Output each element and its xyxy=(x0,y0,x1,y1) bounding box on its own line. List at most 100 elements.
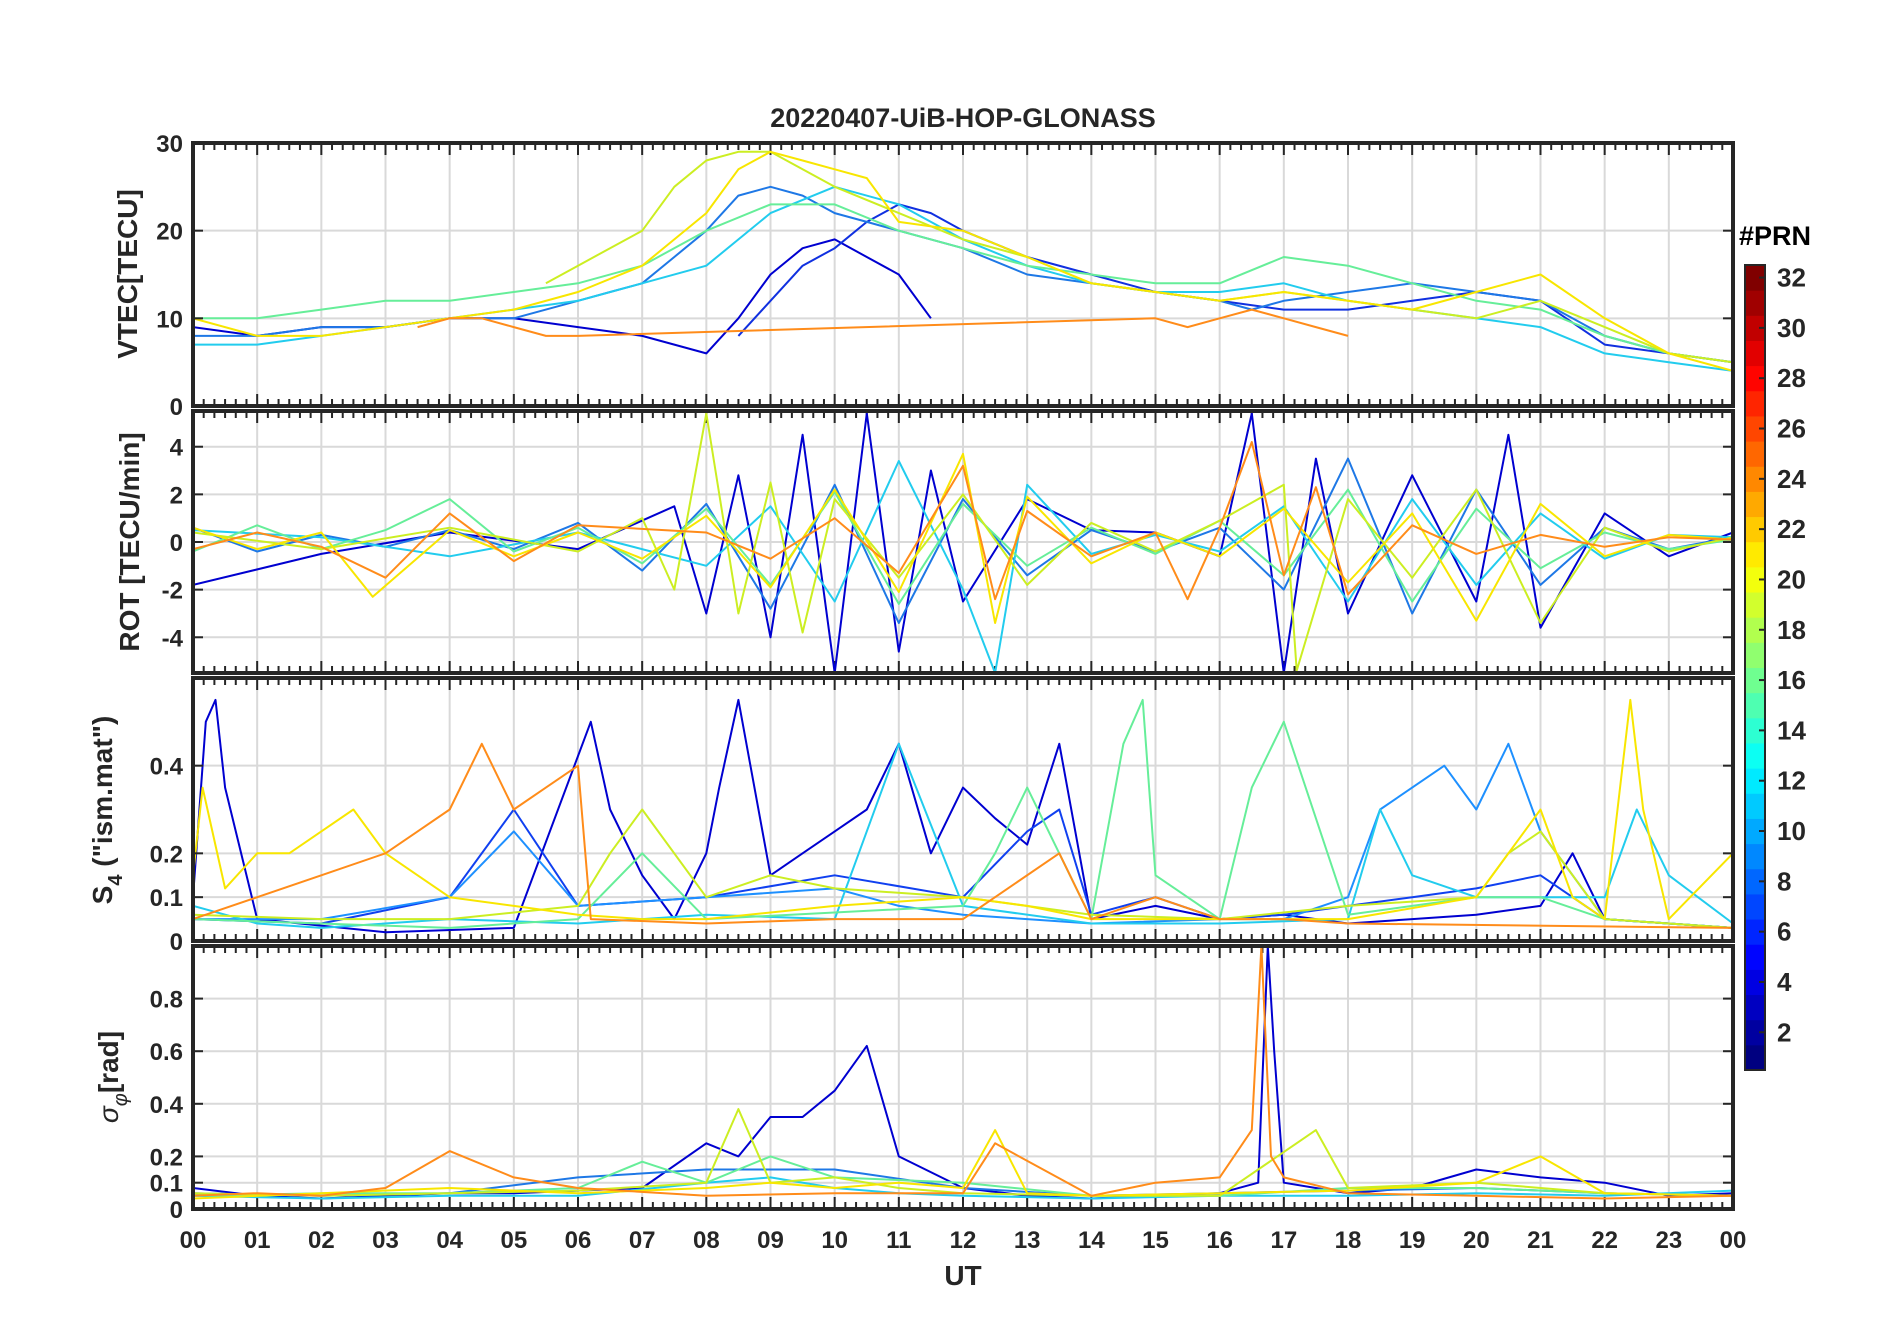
x-tick-label: 07 xyxy=(629,1227,656,1254)
y-tick-label: 30 xyxy=(156,131,183,158)
colorbar-step xyxy=(1745,415,1765,442)
y-tick-label: 0 xyxy=(170,394,183,421)
x-tick-label: 15 xyxy=(1142,1227,1169,1254)
colorbar-step xyxy=(1745,944,1765,970)
vtec-ylabel: VTEC[TECU] xyxy=(112,189,143,359)
colorbar-step xyxy=(1745,566,1765,593)
colorbar-step xyxy=(1745,893,1765,920)
rot-panel: 4 2 0 -2 -4 ROT [TECU/min] xyxy=(114,409,1735,675)
colorbar-step xyxy=(1745,617,1765,643)
s4-panel: 0 0.1 0.2 0.4 S4 ("ism.mat") xyxy=(87,676,1735,956)
vtec-axes-box xyxy=(191,141,1735,408)
colorbar-step xyxy=(1745,818,1765,845)
colorbar-step xyxy=(1745,290,1765,316)
x-tick-label: 23 xyxy=(1655,1227,1682,1254)
sigma-phi-yticks: 00.10.2 0.4 0.6 0.8 xyxy=(150,987,1733,1224)
rot-ylabel: ROT [TECU/min] xyxy=(114,432,145,651)
colorbar-step xyxy=(1745,768,1765,794)
x-tick-label: 09 xyxy=(757,1227,784,1254)
y-tick-label: 0.2 xyxy=(150,1144,183,1171)
x-tick-label: 14 xyxy=(1078,1227,1105,1254)
colorbar-strip xyxy=(1745,265,1765,1071)
y-tick-label: -2 xyxy=(162,578,183,605)
colorbar-step xyxy=(1745,265,1765,291)
x-tick-label: 10 xyxy=(821,1227,848,1254)
y-tick-label: 4 xyxy=(170,435,184,462)
vtec-yticks: 0 10 20 30 xyxy=(156,131,1733,421)
rot-yticks: 4 2 0 -2 -4 xyxy=(162,435,1733,652)
sigma-phi-panel: 00.10.2 0.4 0.6 0.8 σφ[rad] xyxy=(93,944,1735,1224)
x-tick-label: 18 xyxy=(1335,1227,1362,1254)
colorbar-step xyxy=(1745,516,1765,543)
series-line-prn-21 xyxy=(193,1129,1733,1200)
colorbar-tick-label: 26 xyxy=(1777,414,1806,444)
colorbar-step xyxy=(1745,843,1765,870)
x-tick-label: 17 xyxy=(1270,1227,1297,1254)
colorbar-tick-label: 18 xyxy=(1777,615,1806,645)
x-tick-label: 04 xyxy=(436,1227,463,1254)
colorbar-tick-label: 4 xyxy=(1777,967,1792,997)
series-line-prn-2 xyxy=(193,698,1733,934)
y-tick-label: 0.8 xyxy=(150,987,183,1014)
y-tick-label: 0.4 xyxy=(150,754,184,781)
x-axis-label: UT xyxy=(944,1260,981,1291)
rot-series xyxy=(193,412,1733,673)
colorbar-step xyxy=(1745,315,1765,341)
sigma-phi-ylabel: σφ[rad] xyxy=(93,1031,132,1123)
sigma-phi-axes-box xyxy=(191,944,1735,1211)
colorbar-step xyxy=(1745,919,1765,945)
colorbar-step xyxy=(1745,994,1765,1021)
colorbar-tick-label: 16 xyxy=(1777,665,1806,695)
colorbar-step xyxy=(1745,667,1765,694)
x-tick-label: 11 xyxy=(886,1227,911,1254)
x-tick-label: 03 xyxy=(372,1227,399,1254)
colorbar-step xyxy=(1745,365,1765,392)
y-tick-label: 0.1 xyxy=(150,1171,183,1198)
colorbar-step xyxy=(1745,1044,1765,1071)
colorbar-step xyxy=(1745,491,1765,518)
y-tick-label: 2 xyxy=(170,482,183,509)
series-line-prn-23 xyxy=(417,308,1349,337)
colorbar-tick-label: 12 xyxy=(1777,766,1806,796)
x-tick-label: 01 xyxy=(244,1227,271,1254)
series-line-prn-23 xyxy=(193,946,1733,1200)
x-tick-label: 13 xyxy=(1014,1227,1041,1254)
x-tick-label: 16 xyxy=(1206,1227,1233,1254)
colorbar-tick-label: 6 xyxy=(1777,917,1791,947)
colorbar-step xyxy=(1745,692,1765,719)
colorbar-tick-label: 20 xyxy=(1777,564,1806,594)
colorbar-tick-label: 32 xyxy=(1777,263,1806,293)
s4-series xyxy=(193,698,1733,934)
x-tick-label: 08 xyxy=(693,1227,720,1254)
series-line-prn-21 xyxy=(193,150,1733,372)
colorbar-tick-label: 10 xyxy=(1777,816,1806,846)
x-tick-label: 12 xyxy=(950,1227,977,1254)
colorbar-tick-label: 8 xyxy=(1777,866,1791,896)
x-tick-label: 22 xyxy=(1591,1227,1618,1254)
y-tick-label: 20 xyxy=(156,219,183,246)
y-tick-label: 0.1 xyxy=(150,885,183,912)
colorbar-step xyxy=(1745,592,1765,618)
colorbar-step xyxy=(1745,642,1765,668)
y-tick-label: 0 xyxy=(170,530,183,557)
colorbar-tick-label: 24 xyxy=(1777,464,1806,494)
figure-title: 20220407-UiB-HOP-GLONASS xyxy=(770,103,1156,133)
x-tick-label: 00 xyxy=(180,1227,207,1254)
series-line-prn-15 xyxy=(193,203,1733,364)
series-line-prn-23 xyxy=(193,441,1733,601)
vtec-series xyxy=(193,150,1733,372)
colorbar-step xyxy=(1745,1019,1765,1046)
colorbar-step xyxy=(1745,390,1765,417)
y-tick-label: 0 xyxy=(170,929,183,956)
x-tick-label: 06 xyxy=(565,1227,592,1254)
series-line-prn-15 xyxy=(193,488,1733,605)
series-line-prn-11 xyxy=(193,742,1733,929)
colorbar-tick-label: 22 xyxy=(1777,514,1806,544)
colorbar-title: #PRN xyxy=(1739,221,1811,251)
colorbar-frame xyxy=(1744,264,1766,1071)
y-tick-label: 0 xyxy=(170,1197,183,1224)
x-tick-label: 19 xyxy=(1399,1227,1426,1254)
colorbar-step xyxy=(1745,717,1765,744)
y-tick-label: 0.6 xyxy=(150,1039,183,1066)
